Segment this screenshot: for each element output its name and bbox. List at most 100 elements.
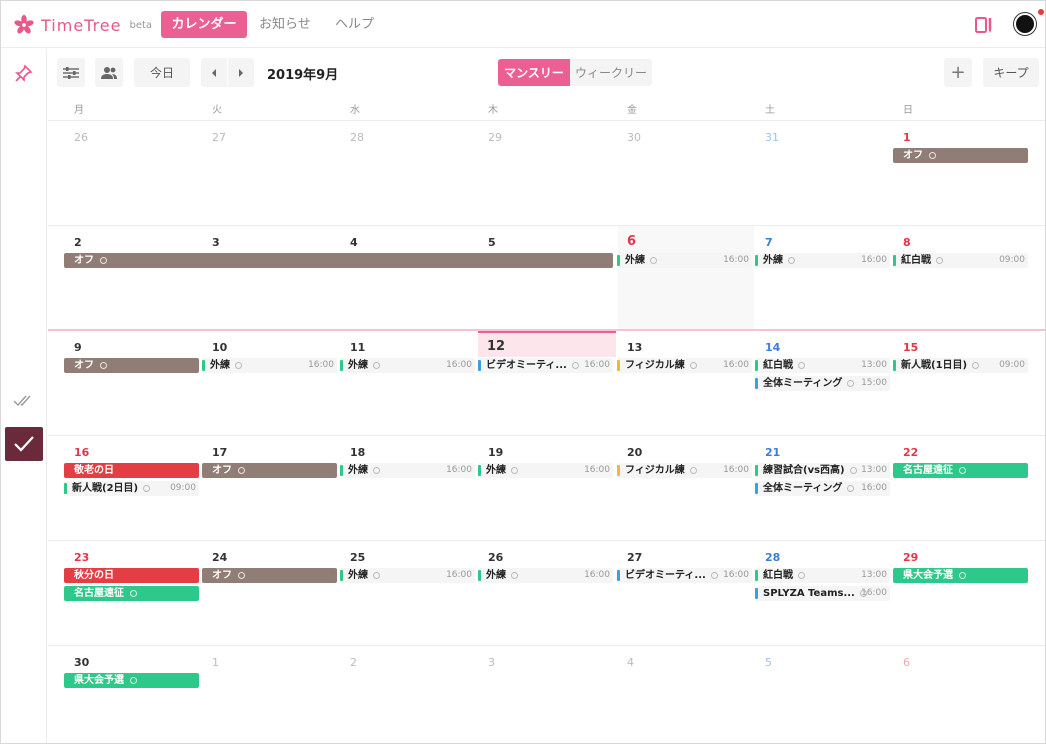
day-cell[interactable]: 26 [62,121,200,226]
day-cell[interactable]: 22 [891,436,1029,541]
event-item[interactable]: 全体ミーティング 16:00 [755,481,890,496]
day-cell[interactable]: 1 [891,121,1029,226]
day-cell[interactable]: 10 [200,331,338,436]
day-cell[interactable]: 12 [476,331,614,436]
nav-calendar-tab[interactable]: カレンダー [161,11,247,38]
day-cell[interactable]: 28 [753,541,891,646]
day-cell[interactable]: 4 [615,646,753,743]
day-cell[interactable]: 2 [62,226,200,331]
event-bar[interactable]: オフ [64,358,199,373]
event-item[interactable]: 新人戦(1日目) 09:00 [893,358,1028,373]
keep-button[interactable]: キープ [983,58,1039,87]
event-item[interactable]: 紅白戦 13:00 [755,568,890,583]
day-cell[interactable]: 7 [753,226,891,331]
day-cell[interactable]: 28 [338,121,476,226]
day-cell[interactable]: 26 [476,541,614,646]
day-cell[interactable]: 21 [753,436,891,541]
today-button[interactable]: 今日 [134,58,190,87]
day-cell[interactable]: 24 [200,541,338,646]
event-bar[interactable]: 名古屋遠征 [893,463,1028,478]
monthly-view-tab[interactable]: マンスリー [498,59,570,86]
day-cell[interactable]: 23 [62,541,200,646]
event-item[interactable]: 外練 16:00 [478,568,613,583]
day-cell[interactable]: 14 [753,331,891,436]
day-cell[interactable]: 30 [62,646,200,743]
day-cell[interactable]: 8 [891,226,1029,331]
event-item[interactable]: 新人戦(2日目) 09:00 [64,481,199,496]
filter-button[interactable] [57,58,85,87]
day-cell[interactable]: 1 [200,646,338,743]
event-bar[interactable]: オフ [202,463,337,478]
event-item[interactable]: 練習試合(vs西高) 13:00 [755,463,890,478]
event-item[interactable]: 紅白戦 09:00 [893,253,1028,268]
day-cell[interactable]: 4 [338,226,476,331]
day-cell[interactable]: 3 [476,646,614,743]
day-cell[interactable]: 9 [62,331,200,436]
day-cell[interactable]: 25 [338,541,476,646]
day-cell[interactable]: 27 [615,541,753,646]
event-bar[interactable]: 秋分の日 [64,568,199,583]
event-bar[interactable]: 県大会予選 [64,673,199,688]
event-item[interactable]: 外練 16:00 [340,358,475,373]
weekly-view-tab[interactable]: ウィークリー [570,59,652,86]
event-color-bar [755,483,758,494]
day-cell[interactable]: 3 [200,226,338,331]
members-button[interactable] [95,58,123,87]
day-cell[interactable]: 15 [891,331,1029,436]
event-bar[interactable]: オフ [202,568,337,583]
next-month-button[interactable] [228,58,254,87]
event-item[interactable]: 外練 16:00 [617,253,752,268]
event-item[interactable]: 外練 16:00 [755,253,890,268]
pin-icon[interactable] [14,63,34,83]
day-cell[interactable]: 19 [476,436,614,541]
day-cell[interactable]: 17 [200,436,338,541]
day-cell[interactable]: 11 [338,331,476,436]
today-top-bar [478,331,616,333]
event-item[interactable]: 紅白戦 13:00 [755,358,890,373]
event-bar[interactable]: 敬老の日 [64,463,199,478]
add-event-button[interactable]: + [944,58,972,87]
day-cell[interactable]: 6 [615,226,753,331]
weekday-label: 水 [350,105,360,116]
event-color-bar [617,360,620,371]
event-item[interactable]: 外練 16:00 [478,463,613,478]
event-bar[interactable]: オフ [64,253,613,268]
event-color-bar [340,570,343,581]
event-item[interactable]: 外練 16:00 [340,463,475,478]
logo[interactable]: TimeTree beta [13,13,152,37]
event-bar[interactable]: オフ [893,148,1028,163]
nav-news-tab[interactable]: お知らせ [259,17,311,32]
notebook-pen-icon[interactable] [974,15,994,35]
event-item[interactable]: 全体ミーティング 15:00 [755,376,890,391]
day-cell[interactable]: 6 [891,646,1029,743]
event-item[interactable]: 外練 16:00 [340,568,475,583]
event-item[interactable]: 外練 16:00 [202,358,337,373]
event-item[interactable]: ビデオミーティ... 16:00 [478,358,613,373]
day-cell[interactable]: 2 [338,646,476,743]
active-calendar-item[interactable] [5,427,43,461]
day-cell[interactable]: 29 [891,541,1029,646]
event-item[interactable]: フィジカル練 16:00 [617,358,752,373]
event-bar[interactable]: 県大会予選 [893,568,1028,583]
event-bar[interactable]: 名古屋遠征 [64,586,199,601]
day-cell[interactable]: 5 [753,646,891,743]
day-number: 14 [765,341,781,354]
day-number: 29 [488,131,502,144]
day-cell[interactable]: 13 [615,331,753,436]
day-cell[interactable]: 5 [476,226,614,331]
user-avatar-icon[interactable] [1014,13,1036,35]
day-cell[interactable]: 30 [615,121,753,226]
member-icon [100,361,107,369]
nav-help-tab[interactable]: ヘルプ [335,17,375,32]
day-cell[interactable]: 27 [200,121,338,226]
event-item[interactable]: SPLYZA Teams... 16:00 [755,586,890,601]
day-cell[interactable]: 20 [615,436,753,541]
day-cell[interactable]: 31 [753,121,891,226]
prev-month-button[interactable] [201,58,227,87]
double-check-icon[interactable] [13,394,35,408]
event-item[interactable]: フィジカル練 16:00 [617,463,752,478]
day-cell[interactable]: 16 [62,436,200,541]
event-item[interactable]: ビデオミーティ... 16:00 [617,568,752,583]
day-cell[interactable]: 29 [476,121,614,226]
day-cell[interactable]: 18 [338,436,476,541]
